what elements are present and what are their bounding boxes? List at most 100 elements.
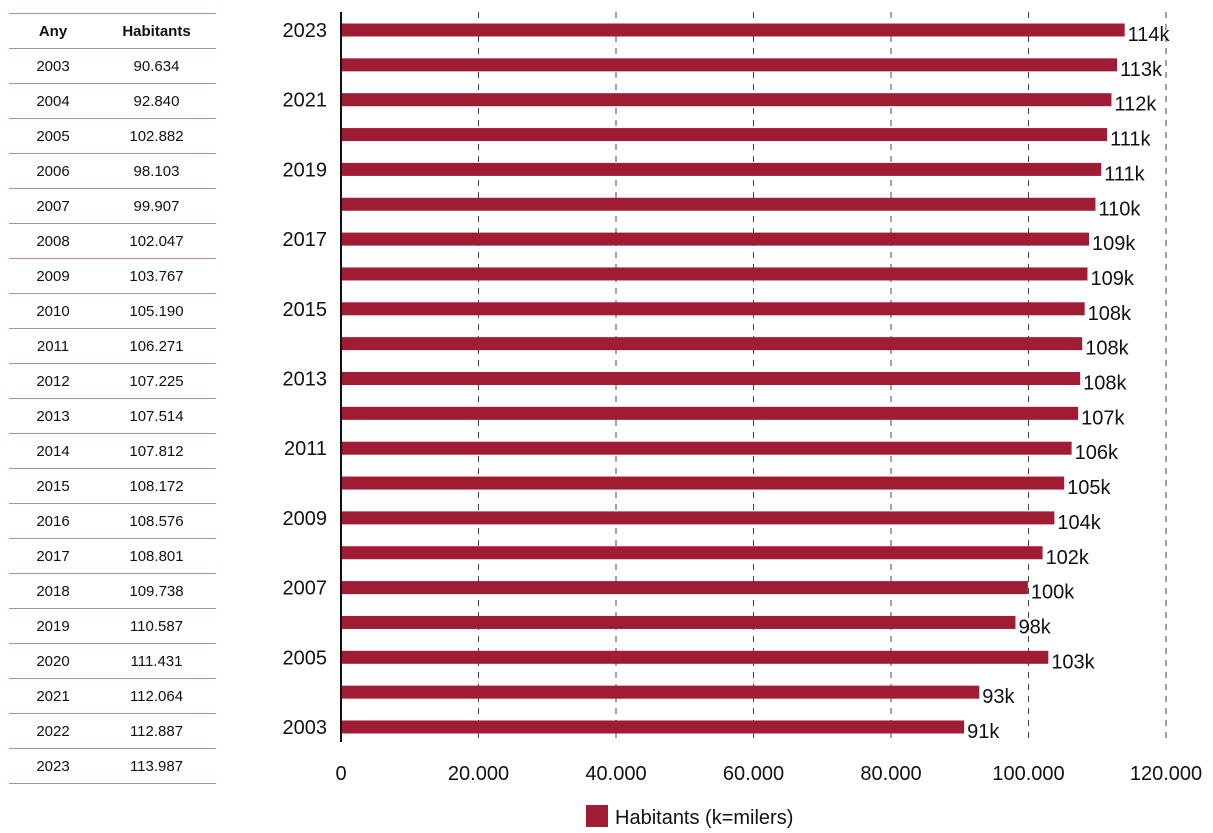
bar (341, 128, 1108, 142)
table-row: 2004 92.840 (9, 83, 216, 119)
value-label: 108k (1085, 338, 1129, 360)
cell-year: 2021 (9, 678, 97, 714)
cell-year: 2009 (9, 258, 97, 294)
y-tick-label: 2007 (283, 578, 328, 600)
cell-population: 107.514 (97, 398, 216, 434)
table-row: 2009 103.767 (9, 258, 216, 294)
data-table: Any Habitants 2003 90.634 2004 92.840 2005 10… (9, 13, 216, 784)
cell-year: 2023 (9, 748, 97, 784)
cell-population: 99.907 (97, 188, 216, 224)
value-label: 109k (1092, 233, 1136, 255)
table-row: 2006 98.103 (9, 153, 216, 189)
header-year: Any (9, 13, 97, 49)
value-label: 102k (1046, 547, 1090, 569)
cell-year: 2006 (9, 153, 97, 189)
bar (341, 720, 965, 734)
table-row: 2014 107.812 (9, 433, 216, 469)
legend: Habitants (k=milers) (586, 805, 793, 829)
cell-population: 112.064 (97, 678, 216, 714)
cell-population: 107.225 (97, 363, 216, 399)
value-label: 107k (1081, 407, 1125, 429)
table-row: 2012 107.225 (9, 363, 216, 399)
value-label: 110k (1098, 198, 1141, 220)
cell-population: 108.172 (97, 468, 216, 504)
cell-year: 2003 (9, 48, 97, 84)
bar (341, 685, 980, 699)
cell-year: 2015 (9, 468, 97, 504)
cell-population: 106.271 (97, 328, 216, 364)
x-tick-label: 20.000 (448, 763, 509, 785)
cell-year: 2010 (9, 293, 97, 329)
cell-year: 2020 (9, 643, 97, 679)
x-tick-labels: 0 20.000 40.000 60.000 80.000 100.000 120.000 (335, 763, 1202, 785)
table-row: 2015 108.172 (9, 468, 216, 504)
cell-population: 107.812 (97, 433, 216, 469)
table-row: 2016 108.576 (9, 503, 216, 539)
cell-year: 2018 (9, 573, 97, 609)
y-tick-label: 2015 (283, 299, 328, 321)
table-row: 2020 111.431 (9, 643, 216, 679)
cell-population: 110.587 (97, 608, 216, 644)
cell-year: 2017 (9, 538, 97, 574)
bar (341, 546, 1043, 560)
table-row: 2008 102.047 (9, 223, 216, 259)
table-row: 2017 108.801 (9, 538, 216, 574)
x-tick-label: 100.000 (992, 763, 1064, 785)
y-tick-label: 2023 (283, 20, 328, 42)
table-row: 2007 99.907 (9, 188, 216, 224)
table-body: 2003 90.634 2004 92.840 2005 102.882 2006 98.10… (9, 48, 216, 784)
value-label: 111k (1110, 129, 1151, 151)
value-label: 114k (1128, 24, 1171, 46)
bar (341, 58, 1118, 72)
table-row: 2021 112.064 (9, 678, 216, 714)
cell-population: 103.767 (97, 258, 216, 294)
bar (341, 337, 1083, 351)
cell-year: 2007 (9, 188, 97, 224)
cell-year: 2008 (9, 223, 97, 259)
bar (341, 615, 1016, 629)
bar (341, 93, 1112, 107)
cell-population: 108.576 (97, 503, 216, 539)
bar (341, 372, 1081, 385)
value-label: 91k (967, 721, 1000, 743)
cell-population: 108.801 (97, 538, 216, 574)
cell-population: 109.738 (97, 573, 216, 609)
cell-population: 112.887 (97, 713, 216, 749)
value-label: 112k (1114, 94, 1157, 116)
cell-year: 2011 (9, 328, 97, 364)
cell-population: 92.840 (97, 83, 216, 119)
table-row: 2022 112.887 (9, 713, 216, 749)
y-tick-label: 2011 (284, 438, 327, 460)
cell-population: 98.103 (97, 153, 216, 189)
table-row: 2003 90.634 (9, 48, 216, 84)
y-tick-label: 2005 (283, 647, 328, 669)
bar (341, 162, 1102, 176)
cell-year: 2014 (9, 433, 97, 469)
y-tick-label: 2013 (283, 369, 328, 391)
table-row: 2010 105.190 (9, 293, 216, 329)
value-label: 98k (1018, 616, 1051, 638)
cell-year: 2013 (9, 398, 97, 434)
value-label: 111k (1104, 163, 1145, 185)
cell-population: 102.047 (97, 223, 216, 259)
cell-population: 90.634 (97, 48, 216, 84)
cell-year: 2016 (9, 503, 97, 539)
bar (341, 197, 1096, 211)
value-label: 106k (1075, 442, 1119, 464)
value-label: 93k (982, 686, 1015, 708)
bar (341, 650, 1049, 664)
legend-label: Habitants (k=milers) (615, 807, 793, 829)
bar (341, 511, 1055, 525)
table-row: 2018 109.738 (9, 573, 216, 609)
x-tick-label: 80.000 (860, 763, 921, 785)
bar (341, 23, 1125, 37)
x-tick-label: 60.000 (723, 763, 784, 785)
bar (341, 441, 1072, 455)
bar (341, 476, 1065, 490)
y-tick-label: 2019 (283, 159, 328, 181)
value-label: 109k (1090, 268, 1134, 290)
bar (341, 232, 1090, 246)
y-tick-label: 2021 (283, 90, 328, 112)
